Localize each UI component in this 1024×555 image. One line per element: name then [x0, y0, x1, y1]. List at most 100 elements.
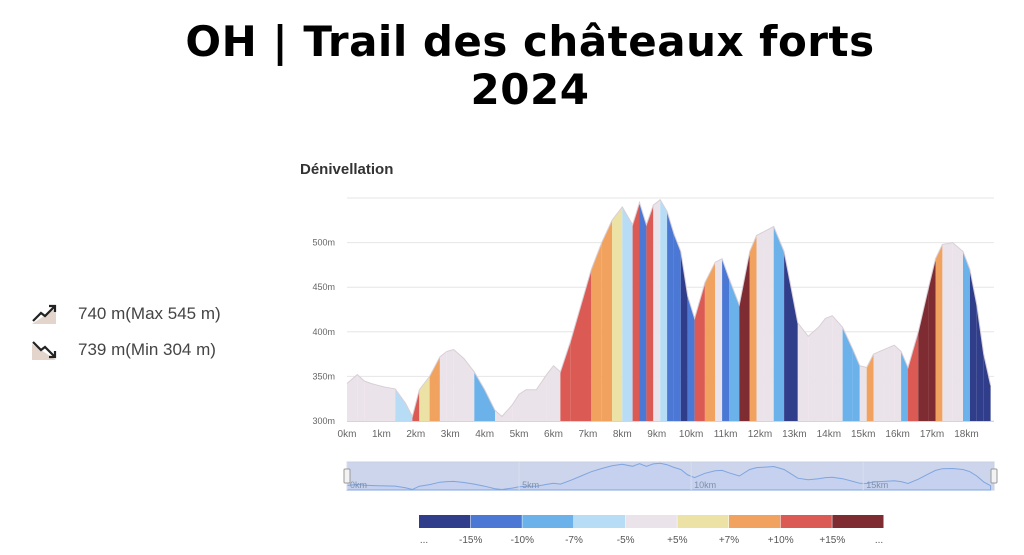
grade-segment [715, 258, 723, 421]
legend-label: +15% [819, 535, 845, 546]
legend-label: -10% [511, 535, 534, 546]
x-tick-label: 6km [544, 429, 563, 440]
x-tick-label: 2km [406, 429, 425, 440]
grade-segment [653, 199, 661, 421]
x-tick-label: 15km [851, 429, 875, 440]
x-tick-label: 5km [510, 429, 529, 440]
grade-segment [928, 258, 936, 421]
grade-segment [646, 205, 654, 421]
grade-segment [667, 211, 674, 421]
x-tick-label: 8km [613, 429, 632, 440]
grade-segment [673, 233, 681, 421]
navigator-handle-left[interactable] [343, 468, 351, 484]
legend-label: -15% [459, 535, 482, 546]
legend-swatch[interactable] [677, 515, 729, 528]
grade-segment [632, 202, 640, 421]
grade-segment [908, 331, 919, 421]
grade-segment [512, 389, 526, 421]
grade-segment [883, 345, 895, 421]
trend-up-icon [32, 304, 57, 324]
grade-segment [439, 351, 447, 421]
trend-down-icon [32, 341, 57, 360]
x-tick-label: 9km [647, 429, 666, 440]
grade-segment [419, 376, 430, 421]
x-tick-label: 12km [748, 429, 772, 440]
navigator-series [346, 462, 992, 491]
page-title-line1: OH | Trail des châteaux forts [185, 17, 875, 66]
grade-segment [553, 365, 561, 421]
page-title-line2: 2024 [470, 65, 590, 114]
grade-segment [969, 269, 977, 421]
legend-swatch[interactable] [419, 515, 471, 528]
grade-segment [852, 349, 860, 421]
grade-segment [495, 404, 513, 421]
legend-label: +10% [768, 535, 794, 546]
grade-segment [963, 251, 970, 421]
grade-segment [378, 385, 396, 421]
legend-swatch[interactable] [780, 515, 832, 528]
elevation-stats: 740 m(Max 545 m) 739 m(Min 304 m) [30, 296, 221, 368]
grade-segment [704, 262, 716, 421]
legend-swatch[interactable] [574, 515, 626, 528]
y-tick-label: 350m [312, 371, 335, 381]
y-tick-label: 400m [312, 327, 335, 337]
legend-swatch[interactable] [729, 515, 781, 528]
grade-segment [722, 258, 729, 421]
grade-segment [687, 296, 695, 421]
grade-segment [942, 242, 953, 421]
elevation-line [346, 199, 992, 418]
grade-segment [612, 206, 623, 421]
grade-segment [429, 356, 440, 421]
legend-swatch[interactable] [625, 515, 677, 528]
x-tick-label: 4km [475, 429, 494, 440]
navigator-handle-right[interactable] [990, 468, 998, 484]
grade-segment [825, 315, 833, 421]
x-tick-label: 0km [338, 429, 357, 440]
grade-segment [581, 269, 592, 421]
grade-segment [773, 226, 785, 421]
ascent-stat: 740 m(Max 545 m) [30, 296, 221, 332]
grade-segment [680, 251, 688, 421]
legend-swatch[interactable] [522, 515, 574, 528]
legend-label: +5% [667, 535, 687, 546]
grade-segment [560, 340, 571, 421]
elevation-chart: 300m 350m 400m 450m 500m 0km 1km 2km 3km 4km 5km 6k… [312, 197, 998, 546]
legend-label: -7% [565, 535, 583, 546]
navigator-tick-label: 15km [866, 480, 888, 490]
grade-segment [749, 235, 757, 421]
descent-text: 739 m(Min 304 m) [78, 340, 216, 359]
navigator-tick-label: 0km [350, 480, 367, 490]
grade-segment [859, 365, 867, 421]
grade-segment [395, 388, 413, 421]
x-tick-label: 13km [782, 429, 806, 440]
grade-segment [832, 315, 843, 421]
x-tick-label: 17km [920, 429, 944, 440]
grade-segment [791, 287, 798, 421]
legend-label: ... [875, 535, 883, 546]
x-tick-label: 10km [679, 429, 703, 440]
legend-swatch[interactable] [832, 515, 884, 528]
grade-segment [474, 371, 495, 421]
x-tick-label: 11km [714, 429, 738, 440]
grade-segment [952, 242, 963, 421]
grade-segment [357, 374, 365, 421]
legend-swatch[interactable] [470, 515, 522, 528]
grade-segment [453, 349, 464, 421]
grade-segment [526, 374, 547, 421]
grade-segment [866, 354, 874, 421]
grade-segment [446, 349, 454, 421]
grade-segment [901, 351, 908, 421]
legend-label: +7% [719, 535, 739, 546]
grade-segment [756, 231, 764, 421]
y-tick-label: 450m [312, 282, 335, 292]
grade-segment [935, 244, 943, 421]
x-tick-label: 18km [954, 429, 978, 440]
ascent-text: 740 m(Max 545 m) [78, 304, 221, 323]
x-tick-label: 3km [441, 429, 460, 440]
grade-segment [639, 202, 647, 421]
grade-segment [763, 226, 774, 421]
navigator-tick-label: 10km [694, 480, 716, 490]
descent-stat: 739 m(Min 304 m) [30, 332, 221, 368]
page-title: OH | Trail des châteaux forts 2024 [0, 18, 1024, 114]
x-tick-label: 16km [885, 429, 909, 440]
